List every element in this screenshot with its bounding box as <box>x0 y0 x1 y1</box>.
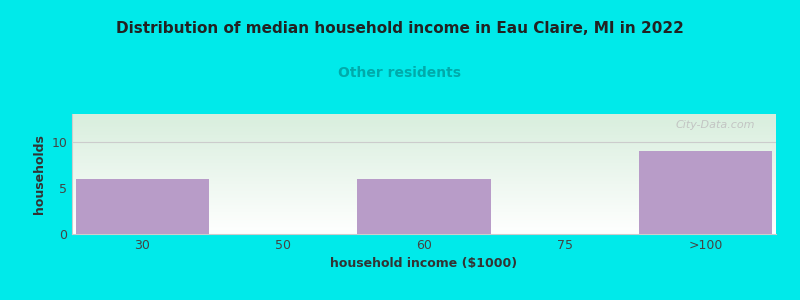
X-axis label: household income ($1000): household income ($1000) <box>330 257 518 270</box>
Y-axis label: households: households <box>33 134 46 214</box>
Bar <box>638 151 773 234</box>
Bar <box>75 178 210 234</box>
Text: Distribution of median household income in Eau Claire, MI in 2022: Distribution of median household income … <box>116 21 684 36</box>
Text: City-Data.com: City-Data.com <box>675 120 755 130</box>
Text: Other residents: Other residents <box>338 66 462 80</box>
Bar <box>357 178 491 234</box>
